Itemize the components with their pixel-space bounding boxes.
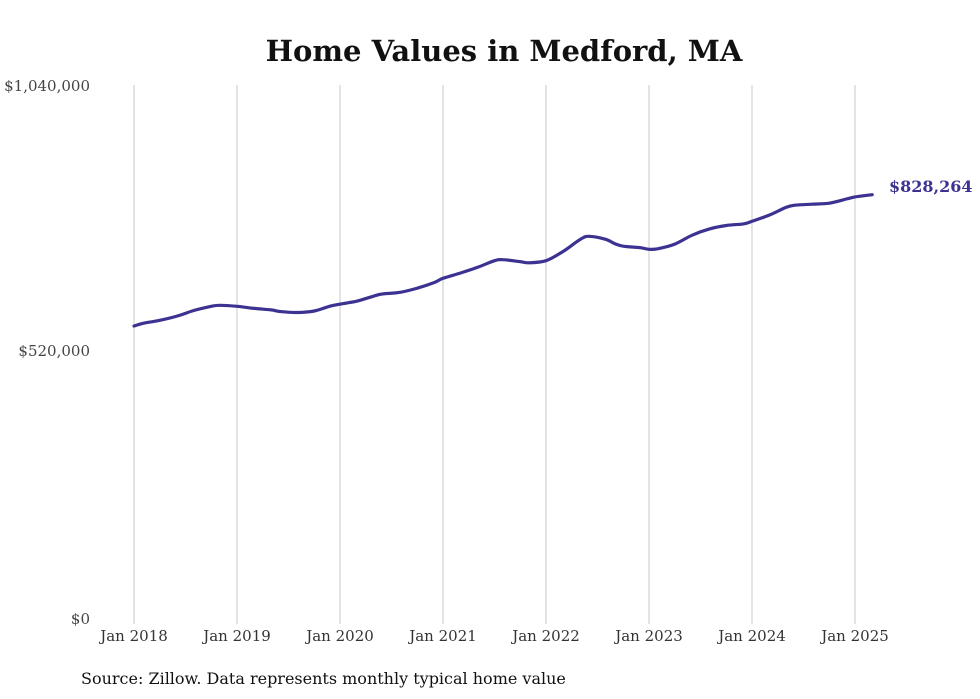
y-tick-label: $520,000 (18, 342, 90, 360)
x-tick-label: Jan 2020 (304, 627, 374, 645)
series-layer (132, 193, 874, 328)
x-tick-label: Jan 2025 (819, 627, 889, 645)
y-tick-label: $1,040,000 (4, 77, 90, 95)
chart-title: Home Values in Medford, MA (266, 34, 743, 68)
x-tick-label: Jan 2023 (613, 627, 683, 645)
y-axis-ticks: $0 $520,000 $1,040,000 (4, 77, 90, 628)
x-tick-label: Jan 2024 (716, 627, 786, 645)
x-tick-label: Jan 2022 (510, 627, 580, 645)
x-tick-label: Jan 2019 (201, 627, 271, 645)
y-tick-label: $0 (71, 610, 90, 628)
series-line (132, 193, 874, 328)
x-tick-label: Jan 2021 (407, 627, 477, 645)
x-tick-label: Jan 2018 (98, 627, 168, 645)
gridlines (133, 85, 856, 624)
source-note: Source: Zillow. Data represents monthly … (81, 669, 566, 688)
x-axis-ticks: Jan 2018 Jan 2019 Jan 2020 Jan 2021 Jan 2022… (98, 627, 889, 645)
end-value-label: $828,264 (889, 177, 973, 196)
